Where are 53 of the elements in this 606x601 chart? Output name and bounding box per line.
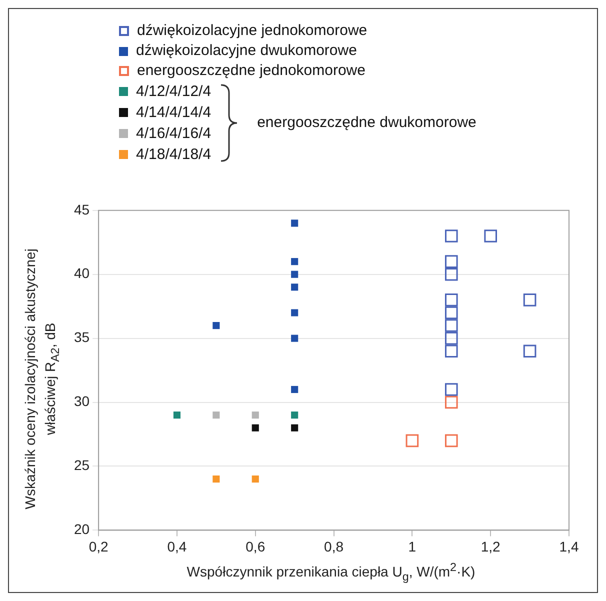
point (212, 412, 220, 419)
y-tick-label: 45 (74, 201, 90, 218)
point (291, 309, 298, 316)
point (291, 424, 298, 432)
x-tick-label: 1,2 (480, 538, 501, 554)
x-tick-label: 1 (408, 538, 416, 554)
x-tick-label: 0,4 (167, 538, 187, 554)
point (212, 475, 220, 483)
point (173, 412, 181, 419)
y-tick-label: 40 (74, 265, 90, 282)
point (444, 294, 458, 306)
text: energooszczędne dwukomorowe (257, 113, 476, 133)
legend-label: energooszczędne jednokomorowe (137, 61, 366, 81)
point (212, 322, 220, 330)
point (444, 383, 458, 396)
y-tick-label: 30 (74, 393, 90, 410)
legend-label: dźwiękoizolacyjne jednokomorowe (137, 21, 368, 41)
legend-label: 4/12/4/12/4 (136, 82, 212, 102)
point (444, 332, 458, 345)
point (444, 268, 458, 281)
legend-label: dźwiękoizolacyjne dwukomorowe (136, 41, 357, 61)
point (406, 434, 419, 448)
point (291, 258, 298, 266)
legend-label: 4/16/4/16/4 (136, 124, 212, 144)
point (444, 319, 458, 332)
x-axis-title: Współczynnik przenikania ciepła U$_{g}$, W/(m$^{2}$·K) (186, 561, 476, 584)
point (252, 424, 259, 432)
point (523, 294, 536, 306)
legend-label: 4/14/4/14/4 (136, 102, 212, 122)
x-tick-label: 0,6 (246, 538, 266, 554)
point (252, 475, 259, 483)
point (484, 230, 497, 242)
point (291, 386, 298, 394)
point (523, 344, 536, 358)
x-tick-label: 1,4 (559, 538, 579, 554)
point (444, 230, 458, 242)
y-tick-label: 35 (74, 329, 90, 346)
point (444, 396, 458, 409)
point (291, 284, 298, 291)
x-tick-label: 0,2 (88, 538, 109, 554)
y-tick-label: 20 (74, 521, 90, 538)
point (291, 270, 298, 278)
point (444, 344, 458, 358)
y-tick-label: 25 (74, 457, 90, 474)
legend-label: 4/18/4/18/4 (136, 144, 212, 164)
point (252, 412, 259, 419)
x-tick-label: 0,8 (324, 538, 344, 554)
point (444, 434, 458, 448)
point (444, 306, 458, 320)
point (291, 220, 298, 227)
point (444, 255, 458, 268)
point (291, 412, 298, 419)
point (291, 334, 298, 342)
